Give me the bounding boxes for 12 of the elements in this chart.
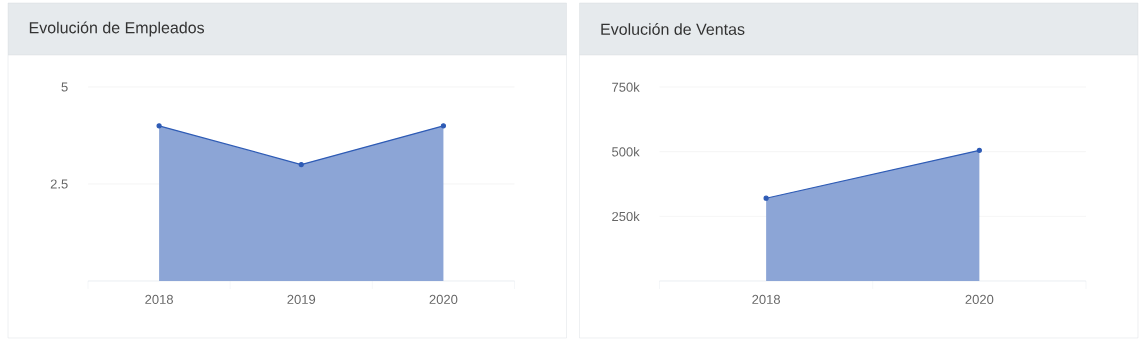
x-tick-label: 2020 <box>965 294 994 304</box>
y-tick-label: 250k <box>612 211 640 222</box>
y-tick-label: 500k <box>612 146 640 157</box>
y-tick-label: 750k <box>612 82 640 92</box>
y-tick-label: 2.5 <box>50 179 68 189</box>
x-tick-label: 2020 <box>429 294 458 304</box>
chart-title: Evolución de Empleados <box>29 21 205 37</box>
chart-title: Evolución de Ventas <box>601 23 745 35</box>
x-tick-label: 2018 <box>752 294 781 304</box>
y-tick-label: 5 <box>61 82 68 92</box>
x-tick-label: 2018 <box>145 294 173 304</box>
x-tick-label: 2019 <box>287 294 316 304</box>
